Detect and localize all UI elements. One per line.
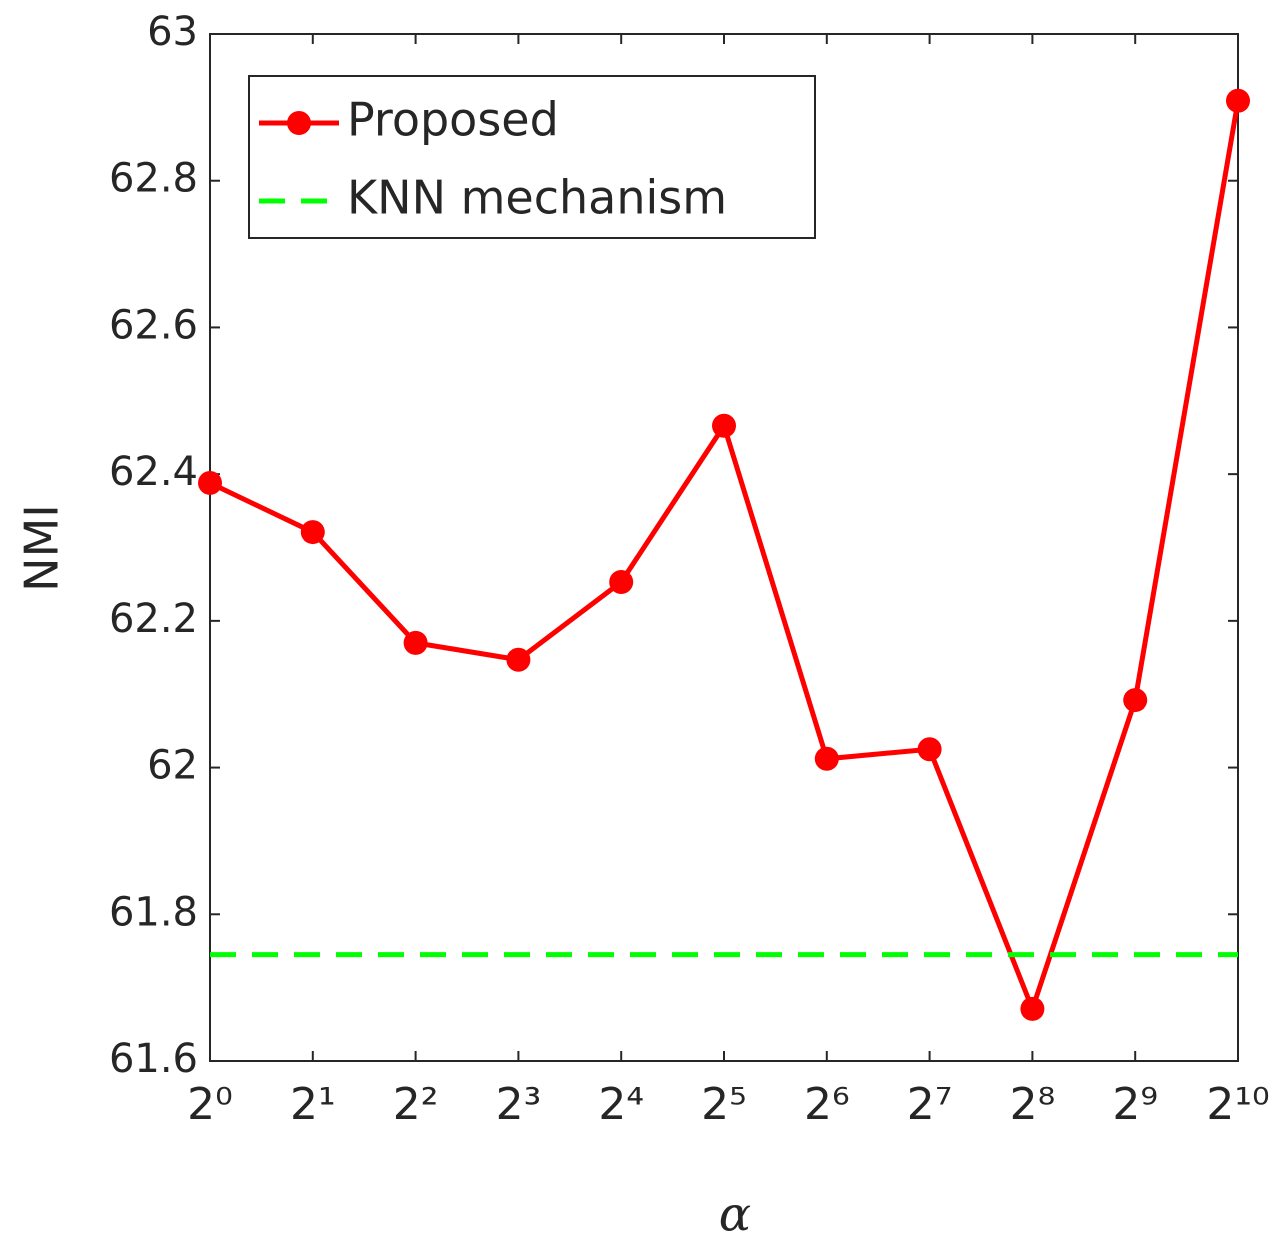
x-tick-label: 2⁶ xyxy=(804,1079,850,1130)
x-tick-label: 2¹ xyxy=(290,1079,336,1130)
x-tick-label: 2² xyxy=(393,1079,439,1130)
y-tick-label: 62.8 xyxy=(109,156,198,202)
x-tick-label: 2⁴ xyxy=(598,1079,644,1130)
legend-label: KNN mechanism xyxy=(347,171,727,225)
y-tick-label: 61.6 xyxy=(109,1036,198,1082)
x-axis-label: α xyxy=(719,1187,751,1243)
legend-box xyxy=(248,75,816,239)
legend-marker xyxy=(287,111,311,135)
data-point xyxy=(300,520,325,545)
x-tick-label: 2⁰ xyxy=(187,1079,233,1130)
data-point xyxy=(917,737,942,762)
y-tick-label: 63 xyxy=(147,9,198,55)
x-tick-label: 2³ xyxy=(496,1079,542,1130)
data-point xyxy=(506,647,531,672)
data-point xyxy=(1123,688,1148,713)
data-point xyxy=(712,413,736,438)
x-tick-label: 2⁵ xyxy=(701,1079,747,1130)
data-point xyxy=(403,630,428,655)
data-point xyxy=(198,470,222,495)
x-tick-label: 2¹⁰ xyxy=(1206,1079,1269,1130)
data-point xyxy=(609,569,634,594)
x-tick-label: 2⁸ xyxy=(1010,1079,1056,1130)
y-axis-label: NMI xyxy=(15,504,69,592)
legend-label: Proposed xyxy=(347,93,559,147)
x-tick-label: 2⁷ xyxy=(907,1079,953,1130)
y-tick-label: 62.2 xyxy=(109,596,198,642)
y-tick-label: 62.6 xyxy=(109,302,198,348)
x-tick-label: 2⁹ xyxy=(1112,1079,1158,1130)
data-point xyxy=(1226,88,1250,113)
y-tick-label: 62.4 xyxy=(109,449,198,495)
data-point xyxy=(1020,996,1045,1021)
y-tick-label: 61.8 xyxy=(109,889,198,935)
y-tick-label: 62 xyxy=(147,743,198,789)
data-point xyxy=(814,746,839,771)
